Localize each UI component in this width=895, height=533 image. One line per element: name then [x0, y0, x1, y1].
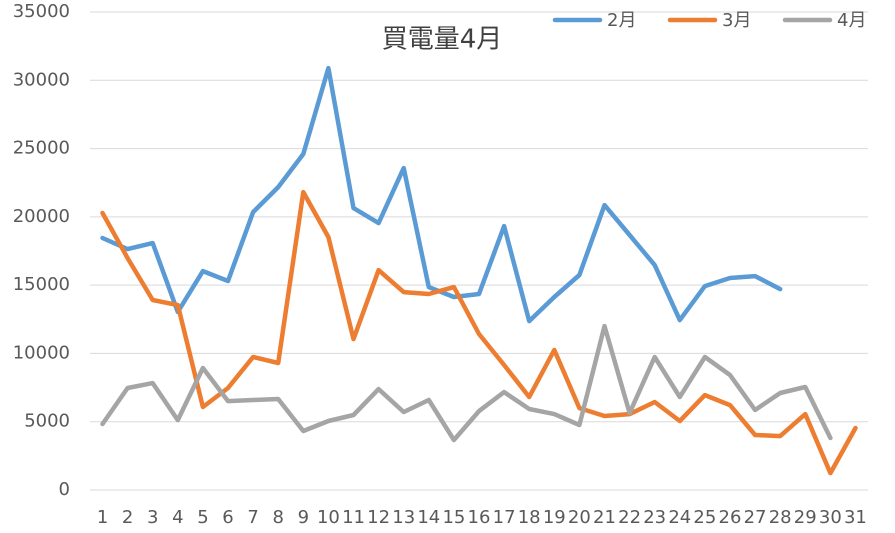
- x-tick-label: 1: [97, 507, 108, 528]
- y-tick-label: 0: [59, 479, 70, 500]
- x-tick-label: 6: [222, 507, 233, 528]
- y-tick-label: 35000: [13, 1, 70, 22]
- legend-label: 4月: [837, 10, 866, 31]
- x-tick-label: 7: [247, 507, 258, 528]
- x-tick-label: 26: [719, 507, 742, 528]
- x-tick-label: 30: [819, 507, 842, 528]
- y-tick-label: 20000: [13, 206, 70, 227]
- y-tick-label: 5000: [24, 411, 70, 432]
- y-tick-label: 30000: [13, 69, 70, 90]
- x-tick-label: 10: [317, 507, 340, 528]
- x-tick-label: 4: [172, 507, 183, 528]
- x-tick-label: 14: [417, 507, 440, 528]
- series-line: [100, 189, 858, 476]
- legend-label: 3月: [722, 10, 751, 31]
- y-tick-label: 25000: [13, 138, 70, 159]
- x-tick-label: 17: [493, 507, 516, 528]
- x-tick-label: 28: [769, 507, 792, 528]
- chart-title: 買電量4月: [382, 25, 503, 55]
- x-tick-label: 29: [794, 507, 817, 528]
- x-tick-label: 18: [518, 507, 541, 528]
- x-tick-label: 15: [442, 507, 465, 528]
- x-tick-label: 27: [744, 507, 767, 528]
- x-tick-label: 21: [593, 507, 616, 528]
- x-tick-label: 3: [147, 507, 158, 528]
- y-tick-label: 10000: [13, 342, 70, 363]
- series-line: [100, 323, 833, 443]
- x-tick-label: 25: [693, 507, 716, 528]
- x-tick-label: 2: [122, 507, 133, 528]
- x-tick-label: 31: [844, 507, 867, 528]
- x-tick-label: 12: [367, 507, 390, 528]
- x-tick-label: 8: [272, 507, 283, 528]
- x-tick-label: 13: [392, 507, 415, 528]
- legend-label: 2月: [607, 10, 636, 31]
- x-tick-label: 19: [543, 507, 566, 528]
- x-tick-label: 22: [618, 507, 641, 528]
- x-tick-label: 16: [468, 507, 491, 528]
- x-tick-label: 9: [298, 507, 309, 528]
- x-tick-label: 5: [197, 507, 208, 528]
- x-tick-label: 24: [668, 507, 691, 528]
- y-tick-label: 15000: [13, 274, 70, 295]
- x-tick-label: 11: [342, 507, 365, 528]
- x-tick-label: 20: [568, 507, 591, 528]
- x-tick-label: 23: [643, 507, 666, 528]
